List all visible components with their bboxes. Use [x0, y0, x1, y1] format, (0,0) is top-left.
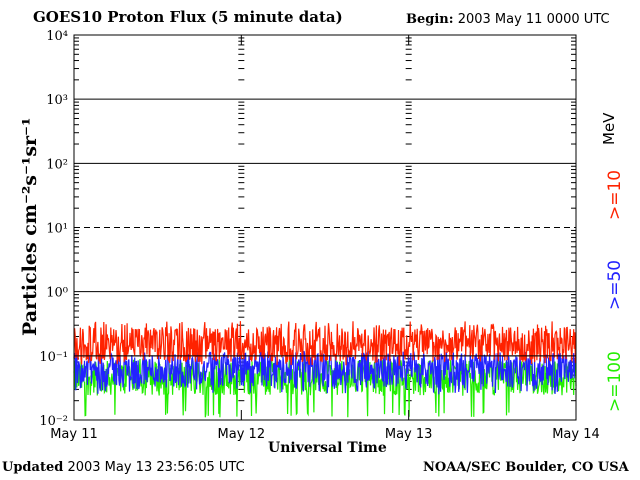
y-tick-label: 10⁻¹ — [39, 350, 68, 365]
y-tick-label: 10⁴ — [46, 29, 68, 44]
updated-value: 2003 May 13 23:56:05 UTC — [67, 460, 245, 475]
updated-timestamp: Updated 2003 May 13 23:56:05 UTC — [2, 460, 245, 475]
begin-date: Begin: 2003 May 11 0000 UTC — [406, 12, 610, 27]
x-tick-label: May 12 — [218, 427, 266, 442]
series-line-1 — [73, 350, 577, 395]
y-tick-label: 10¹ — [46, 222, 68, 237]
begin-label: Begin: — [406, 12, 454, 27]
x-axis-label: Universal Time — [268, 440, 387, 456]
y-tick-label: 10³ — [46, 93, 68, 108]
units-label: MeV — [600, 112, 618, 145]
y-tick-label: 10² — [46, 157, 68, 172]
plot-frame — [73, 34, 577, 421]
updated-label: Updated — [2, 460, 64, 475]
chart-title: GOES10 Proton Flux (5 minute data) — [33, 8, 343, 26]
y-tick-label: 10⁰ — [46, 286, 68, 301]
begin-value: 2003 May 11 0000 UTC — [457, 12, 610, 27]
legend-series-10: >=10 — [605, 169, 625, 220]
x-tick-label: May 14 — [552, 427, 600, 442]
x-tick-label: May 13 — [385, 427, 433, 442]
y-axis-label: Particles cm⁻²s⁻¹sr⁻¹ — [19, 117, 41, 336]
credit-text: NOAA/SEC Boulder, CO USA — [423, 460, 629, 475]
legend-series-100: >=100 — [605, 351, 625, 412]
x-tick-label: May 11 — [50, 427, 98, 442]
y-tick-label: 10⁻² — [39, 414, 68, 429]
legend-series-50: >=50 — [605, 259, 625, 310]
